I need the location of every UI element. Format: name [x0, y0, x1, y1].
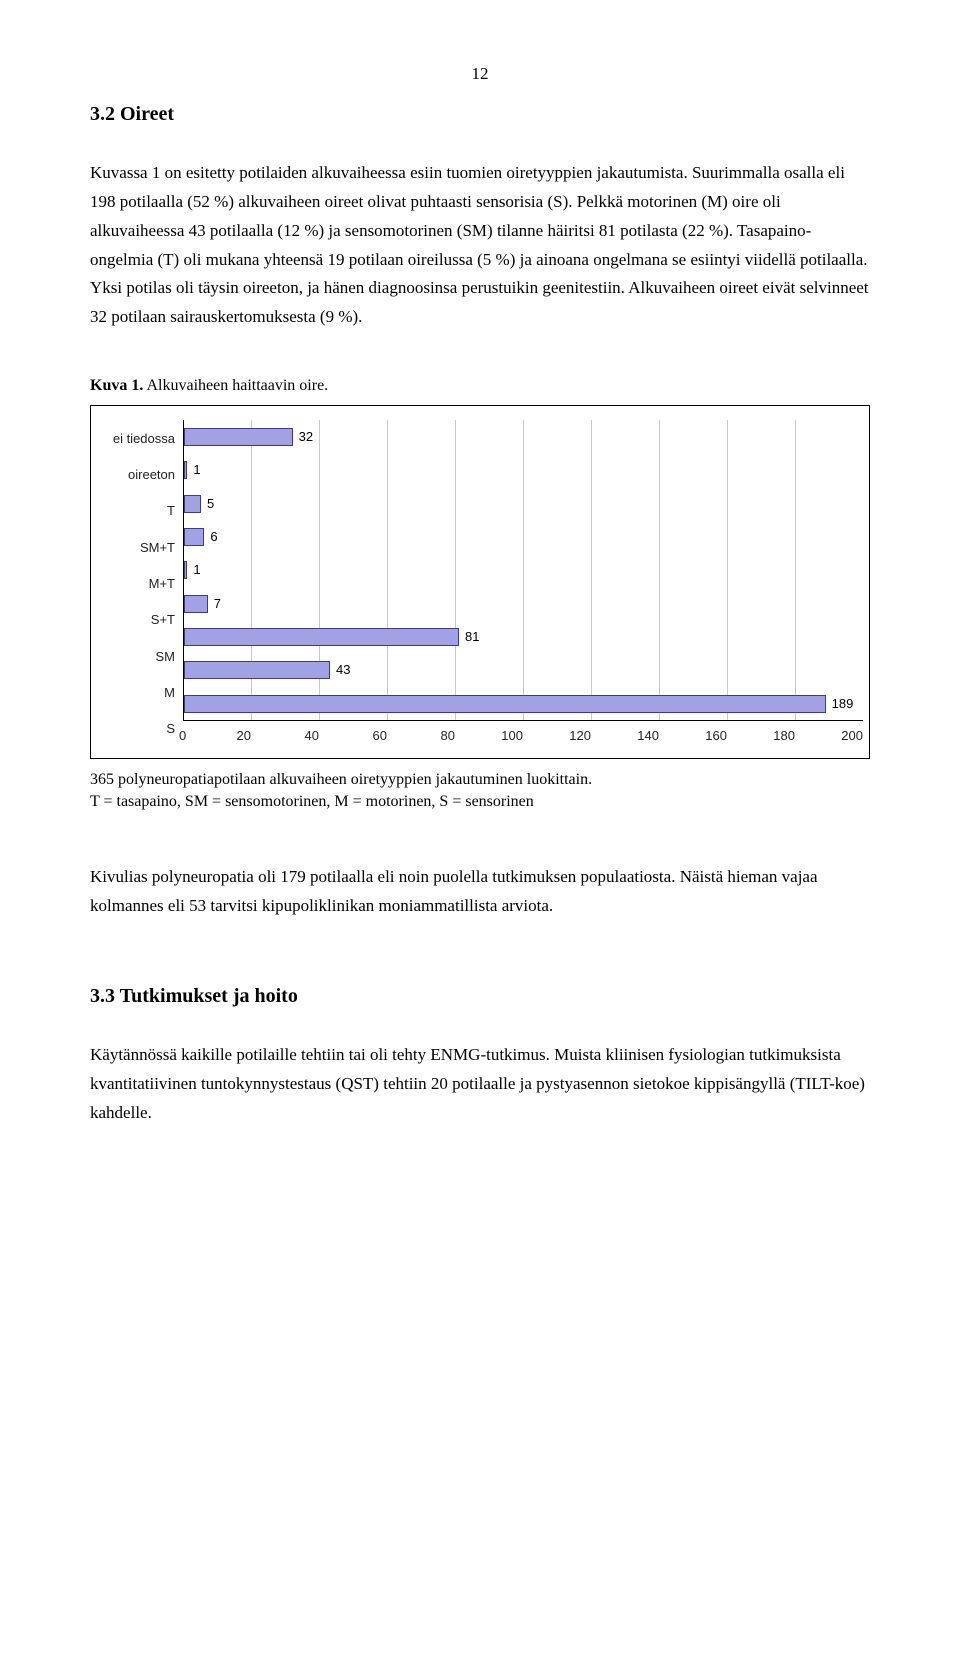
chart-plot-area: 32156178143189: [183, 420, 863, 721]
chart-bar: [184, 495, 201, 513]
chart-x-tick: 120: [523, 725, 591, 747]
chart-bar-row: 32: [184, 428, 863, 446]
chart-bar: [184, 628, 459, 646]
chart-bar: [184, 428, 293, 446]
chart-bar-value: 43: [336, 659, 350, 681]
paragraph-3-2: Kuvassa 1 on esitetty potilaiden alkuvai…: [90, 159, 870, 332]
chart-y-label: S+T: [97, 609, 175, 631]
chart-x-tick: 60: [319, 725, 387, 747]
chart-bar-row: 5: [184, 495, 863, 513]
chart-bar-row: 1: [184, 461, 863, 479]
chart-bar-value: 5: [207, 493, 214, 515]
figure-1-title: Alkuvaiheen haittaavin oire.: [143, 377, 328, 394]
chart-bar-value: 1: [193, 559, 200, 581]
chart-x-tick: 100: [455, 725, 523, 747]
figure-1-caption-top: Kuva 1. Alkuvaiheen haittaavin oire.: [90, 372, 870, 399]
chart-y-labels: ei tiedossa oireeton T SM+T M+T S+T SM MS: [97, 420, 183, 747]
chart-bar: [184, 595, 208, 613]
paragraph-3-3: Käytännössä kaikille potilaille tehtiin …: [90, 1041, 870, 1128]
heading-3-3: 3.3 Tutkimukset ja hoito: [90, 979, 870, 1013]
chart-bar: [184, 528, 204, 546]
chart-bar-row: 1: [184, 561, 863, 579]
chart-bar-row: 6: [184, 528, 863, 546]
chart-bar: [184, 461, 187, 479]
chart-y-label: T: [97, 500, 175, 522]
chart-bar-value: 1: [193, 459, 200, 481]
chart-bar: [184, 661, 330, 679]
chart-x-tick: 160: [659, 725, 727, 747]
chart-y-label: S: [97, 718, 175, 740]
chart-bars: 32156178143189: [184, 420, 863, 720]
chart-x-tick: 180: [727, 725, 795, 747]
chart-bar-value: 6: [210, 526, 217, 548]
chart-bar-row: 189: [184, 695, 863, 713]
figure-1-footer-line1: 365 polyneuropatiapotilaan alkuvaiheen o…: [90, 771, 592, 788]
chart-y-label: M: [97, 682, 175, 704]
chart-bar-value: 32: [299, 426, 313, 448]
paragraph-kivulias: Kivulias polyneuropatia oli 179 potilaal…: [90, 863, 870, 921]
chart-y-label: SM+T: [97, 537, 175, 559]
chart-x-tick: 200: [795, 725, 863, 747]
chart-x-tick: 40: [251, 725, 319, 747]
chart-x-tick: 140: [591, 725, 659, 747]
chart-y-label: SM: [97, 646, 175, 668]
chart-y-label: M+T: [97, 573, 175, 595]
heading-3-2: 3.2 Oireet: [90, 97, 870, 131]
chart: ei tiedossaoireetonTSM+TM+TS+TSMMS 32156…: [97, 420, 863, 747]
chart-y-label: ei tiedossa: [97, 428, 175, 450]
chart-bar: [184, 695, 826, 713]
chart-x-axis: 020406080100120140160180200: [183, 725, 863, 747]
chart-bar-value: 7: [214, 593, 221, 615]
chart-x-tick: 80: [387, 725, 455, 747]
chart-bar-row: 7: [184, 595, 863, 613]
figure-1-footer-line2: T = tasapaino, SM = sensomotorinen, M = …: [90, 793, 534, 810]
chart-bar: [184, 561, 187, 579]
chart-frame: ei tiedossaoireetonTSM+TM+TS+TSMMS 32156…: [90, 405, 870, 758]
figure-1-label: Kuva 1.: [90, 377, 143, 394]
figure-1-caption-bottom: 365 polyneuropatiapotilaan alkuvaiheen o…: [90, 769, 870, 814]
chart-bar-row: 43: [184, 661, 863, 679]
page-number: 12: [90, 60, 870, 89]
chart-bar-row: 81: [184, 628, 863, 646]
chart-y-label: oireeton: [97, 464, 175, 486]
chart-bar-value: 189: [832, 693, 854, 715]
chart-bar-value: 81: [465, 626, 479, 648]
chart-x-tick: 20: [183, 725, 251, 747]
